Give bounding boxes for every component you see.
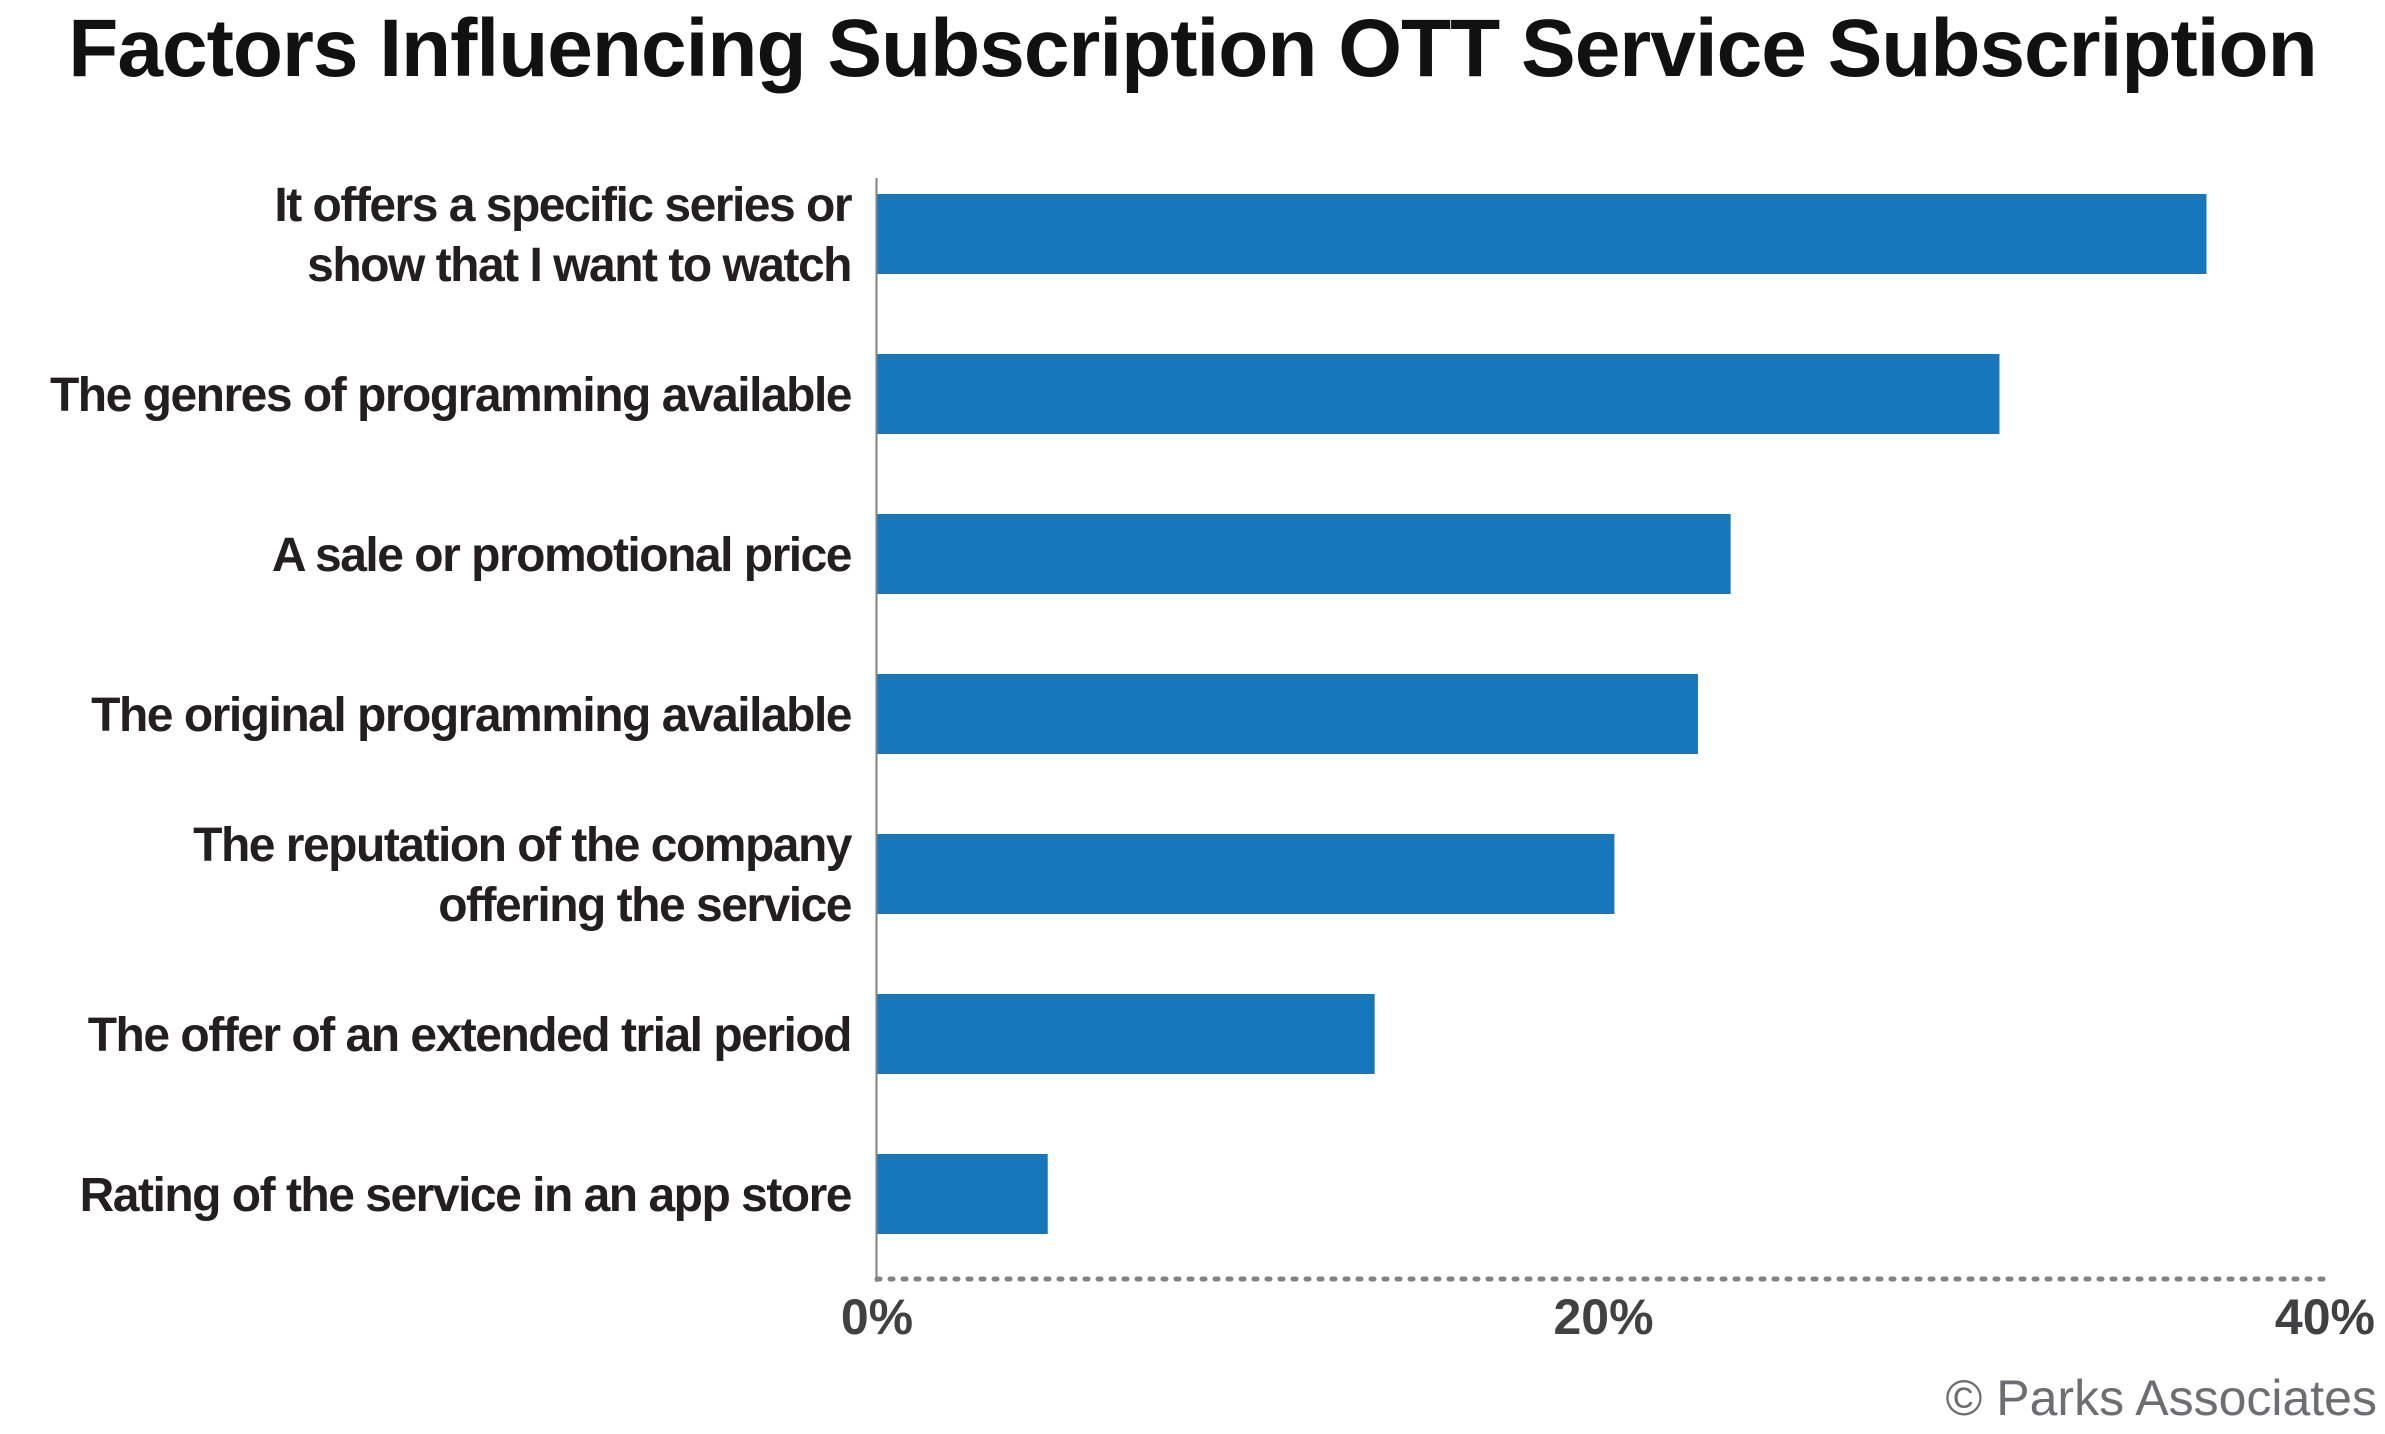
x-tick-label: 40%: [2275, 1289, 2375, 1345]
bar: [877, 1154, 1048, 1234]
category-label: It offers a specific series or: [274, 179, 851, 232]
category-label: The offer of an extended trial period: [88, 1009, 851, 1062]
x-tick-label: 0%: [841, 1289, 913, 1345]
bar: [877, 994, 1375, 1074]
category-label: The original programming available: [91, 689, 852, 742]
bar: [877, 674, 1698, 754]
category-label: offering the service: [438, 879, 852, 932]
chart-title: Factors Influencing Subscription OTT Ser…: [68, 3, 2317, 94]
category-label: The reputation of the company: [193, 819, 853, 872]
bar: [877, 354, 2000, 434]
category-label: show that I want to watch: [307, 239, 851, 292]
bar: [877, 514, 1731, 594]
category-label: Rating of the service in an app store: [80, 1169, 852, 1222]
bar: [877, 834, 1615, 914]
category-label: A sale or promotional price: [272, 529, 852, 582]
bar: [877, 194, 2207, 274]
copyright-credit: © Parks Associates: [1945, 1370, 2377, 1426]
x-tick-label: 20%: [1553, 1289, 1653, 1345]
category-label: The genres of programming available: [50, 369, 852, 422]
